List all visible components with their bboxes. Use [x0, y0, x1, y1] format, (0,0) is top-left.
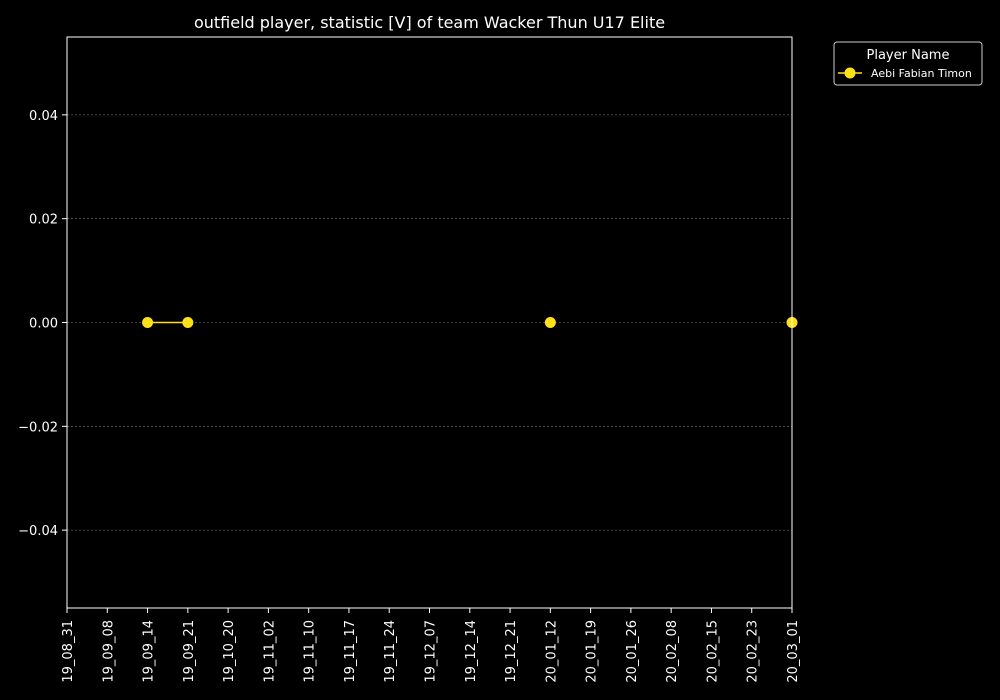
- x-tick-label: 20_03_01: [786, 620, 801, 683]
- legend-title: Player Name: [867, 48, 950, 63]
- legend: Player Name Aebi Fabian Timon: [833, 41, 983, 86]
- x-tick-label: 20_02_08: [665, 620, 680, 683]
- legend-label: Aebi Fabian Timon: [871, 67, 972, 80]
- x-tick-label: 19_09_08: [101, 620, 116, 683]
- legend-marker: [844, 67, 856, 79]
- y-tick-label: 0.00: [29, 317, 58, 332]
- x-tick-label: 20_01_26: [625, 620, 640, 683]
- chart-title: outfield player, statistic [V] of team W…: [194, 13, 665, 32]
- x-tick-label: 19_12_14: [464, 620, 479, 683]
- x-tick-label: 19_11_10: [303, 620, 318, 683]
- x-tick-label: 19_09_21: [182, 620, 197, 683]
- x-tick-label: 19_08_31: [61, 620, 76, 683]
- x-tick-label: 20_01_12: [544, 620, 559, 683]
- series-line: [142, 317, 798, 328]
- x-tick-label: 19_12_07: [424, 620, 439, 683]
- x-tick-label: 20_02_23: [746, 620, 761, 683]
- x-axis: 19_08_31 19_09_08 19_09_14 19_09_21 19_10_20…: [61, 608, 801, 683]
- x-tick-label: 20_02_15: [705, 620, 720, 683]
- x-tick-label: 20_01_19: [585, 620, 600, 683]
- x-tick-label: 19_11_17: [343, 620, 358, 683]
- y-axis: 0.04 0.02 0.00 −0.02 −0.04: [18, 109, 67, 539]
- y-tick-label: 0.04: [29, 109, 58, 124]
- x-tick-label: 19_09_14: [142, 620, 157, 683]
- x-tick-label: 19_11_02: [262, 620, 277, 683]
- legend-box: [833, 41, 983, 86]
- series-layer: [142, 317, 798, 328]
- legend-entries: Aebi Fabian Timon: [838, 67, 972, 80]
- y-tick-label: 0.02: [29, 213, 58, 228]
- data-point: [182, 317, 194, 328]
- data-point: [142, 317, 154, 328]
- x-tick-label: 19_10_20: [222, 620, 237, 683]
- y-tick-label: −0.04: [18, 524, 58, 539]
- y-tick-label: −0.02: [18, 420, 58, 435]
- x-tick-label: 19_11_24: [383, 620, 398, 683]
- data-point: [544, 317, 556, 328]
- x-tick-label: 19_12_21: [504, 620, 519, 683]
